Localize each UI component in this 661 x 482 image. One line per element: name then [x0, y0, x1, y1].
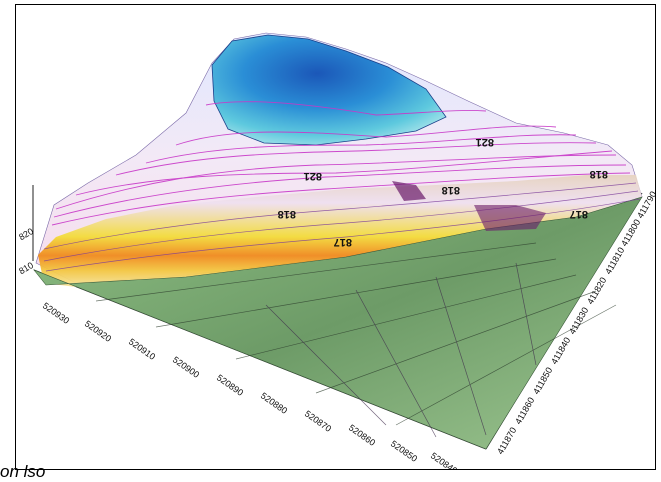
- x-tick-label: 520910: [127, 336, 157, 361]
- figure-caption: on lso: [0, 462, 46, 481]
- ridge-shadow: [392, 181, 426, 201]
- contour-label: 817: [570, 208, 588, 220]
- x-tick-label: 520880: [259, 390, 289, 415]
- x-tick-label: 520900: [171, 354, 201, 379]
- terrain-surface: 821 821 818 818 818 817 817 817 820 810 …: [17, 32, 655, 470]
- contour-label: 818: [278, 208, 296, 220]
- contour-label: 821: [476, 136, 494, 148]
- x-tick-label: 520840: [429, 450, 459, 470]
- x-tick-label: 520930: [41, 300, 71, 325]
- x-tick-label: 520860: [347, 422, 377, 447]
- x-tick-label: 520890: [215, 372, 245, 397]
- x-tick-label: 520920: [83, 318, 113, 343]
- z-tick-label: 820: [17, 226, 35, 242]
- contour-lines-magenta: [51, 101, 631, 226]
- x-tick-label: 520870: [303, 408, 333, 433]
- terrain-peak: [211, 34, 447, 146]
- contour-label: 817: [334, 236, 352, 248]
- contour-lines-floor: [95, 242, 617, 438]
- contour-label: 818: [442, 184, 460, 196]
- terrain-band: [38, 175, 642, 287]
- figure-frame: 821 821 818 818 818 817 817 817 820 810 …: [15, 4, 656, 470]
- z-tick-label: 810: [17, 260, 35, 276]
- contour-label: 818: [590, 168, 608, 180]
- ridge-shadow-2: [474, 205, 546, 231]
- y-tick-label: 411870: [495, 426, 518, 456]
- x-tick-label: 520850: [389, 438, 419, 463]
- contour-label: 821: [304, 170, 322, 182]
- terrain-floor: [33, 196, 643, 450]
